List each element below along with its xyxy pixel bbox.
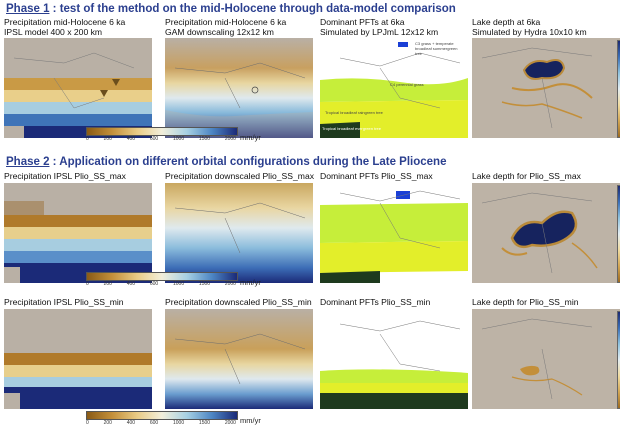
caption-line1: Precipitation downscaled Plio_SS_max (165, 171, 315, 181)
lake-depth-scale (617, 311, 620, 409)
precip-unit-row1: mm/yr (240, 278, 261, 287)
precip-colorbar-row1 (86, 272, 238, 281)
panel-lake-min: Lake depth for Plio_SS_min (472, 297, 620, 409)
caption-line1: Dominant PFTs at 6ka (320, 17, 405, 27)
precip-unit-row2: mm/yr (240, 416, 261, 425)
panel-lake-max: Lake depth for Plio_SS_max (472, 171, 620, 283)
pft-label-evergreen: Tropical broadleaf evergreen tree (322, 126, 381, 131)
panel-precip-ipsl-min: Precipitation IPSL Plio_SS_min (4, 297, 152, 409)
panel-pft-min: Dominant PFTs Plio_SS_min (320, 297, 468, 409)
pft-label-raingreen: Tropical broadleaf raingreen tree (325, 110, 383, 115)
caption-line1: Precipitation IPSL Plio_SS_min (4, 297, 124, 307)
panel-precip-ipsl-max: Precipitation IPSL Plio_SS_max (4, 171, 152, 283)
phase2-title: Phase 2 : Application on different orbit… (6, 156, 447, 168)
precip-colorbar-ticks-row2: 0 200 400 600 1000 1500 2000 (86, 420, 236, 426)
map-fine (165, 38, 313, 138)
precip-colorbar-ticks-phase1: 0 200 400 600 1000 1500 2000 (86, 136, 236, 142)
map-lake (472, 38, 620, 138)
map-coarse (4, 309, 152, 409)
lake-depth-scale (617, 40, 620, 138)
panel-precip-downscaled-max: Precipitation downscaled Plio_SS_max (165, 171, 315, 283)
map-coarse (4, 183, 152, 283)
map-fine (165, 309, 313, 409)
pft-label-c3: C3 grass + temperate broadleaf summergre… (415, 41, 458, 56)
map-pft: C3 grass + temperate broadleaf summergre… (320, 38, 468, 138)
caption-line1: Precipitation IPSL Plio_SS_max (4, 171, 126, 181)
map-pft (320, 183, 468, 283)
precip-colorbar-row2 (86, 411, 238, 420)
panel-pft-max: Dominant PFTs Plio_SS_max (320, 171, 468, 283)
map-pft (320, 309, 468, 409)
caption-line1: Precipitation mid-Holocene 6 ka (165, 17, 287, 27)
panel-precip-downscaled-min: Precipitation downscaled Plio_SS_min (165, 297, 313, 409)
caption-line1: Lake depth at 6ka (472, 17, 541, 27)
caption-line1: Precipitation mid-Holocene 6 ka (4, 17, 126, 27)
map-lake (472, 309, 620, 409)
lake-depth-scale (617, 185, 620, 283)
panel-pft-6ka: Dominant PFTs at 6ka Simulated by LPJmL 1… (320, 17, 468, 138)
map-coarse (4, 38, 152, 138)
panel-precip-gam-6ka: Precipitation mid-Holocene 6 ka GAM downs… (165, 17, 313, 138)
caption-line1: Dominant PFTs Plio_SS_max (320, 171, 433, 181)
caption-line1: Dominant PFTs Plio_SS_min (320, 297, 431, 307)
caption-line2: Simulated by LPJmL 12x12 km (320, 27, 439, 37)
caption-line2: GAM downscaling 12x12 km (165, 27, 274, 37)
map-lake (472, 183, 620, 283)
map-fine (165, 183, 313, 283)
caption-line1: Lake depth for Plio_SS_min (472, 297, 579, 307)
panel-precip-ipsl-6ka: Precipitation mid-Holocene 6 ka IPSL mode… (4, 17, 152, 138)
precip-colorbar-phase1 (86, 127, 238, 136)
caption-line2: Simulated by Hydra 10x10 km (472, 27, 587, 37)
precip-unit-phase1: mm/yr (240, 133, 261, 142)
panel-lake-6ka: Lake depth at 6ka Simulated by Hydra 10x1… (472, 17, 620, 138)
pft-label-c4: C4 perennial grass (390, 82, 424, 87)
phase1-title: Phase 1 : test of the method on the mid-… (6, 3, 456, 15)
caption-line1: Precipitation downscaled Plio_SS_min (165, 297, 312, 307)
caption-line2: IPSL model 400 x 200 km (4, 27, 103, 37)
caption-line1: Lake depth for Plio_SS_max (472, 171, 581, 181)
precip-colorbar-ticks-row1: 0 200 400 600 1000 1500 2000 (86, 281, 236, 287)
